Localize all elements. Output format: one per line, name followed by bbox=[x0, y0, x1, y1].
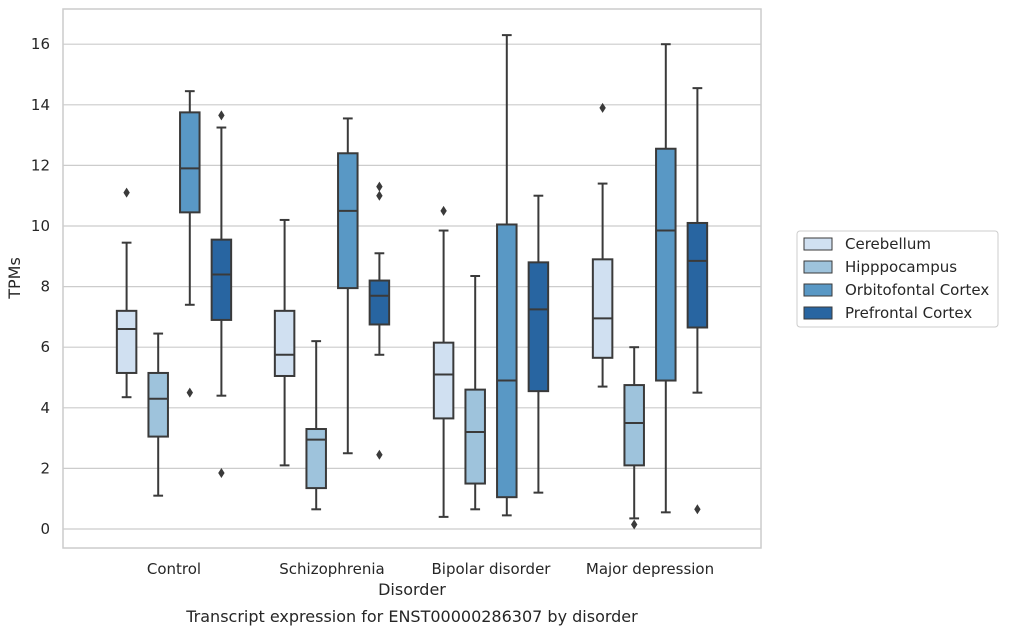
box-prefrontal-cortex bbox=[686, 87, 709, 515]
gridlines bbox=[63, 43, 761, 530]
box-orbitofontal-cortex bbox=[337, 117, 359, 455]
box-cerebellum bbox=[273, 218, 296, 467]
outlier-point bbox=[376, 181, 383, 192]
y-tick-label: 2 bbox=[40, 459, 50, 477]
chart-title: Transcript expression for ENST0000028630… bbox=[185, 607, 638, 626]
y-tick-label: 12 bbox=[31, 156, 50, 174]
box-iqr bbox=[432, 341, 455, 420]
legend-swatch bbox=[803, 260, 833, 274]
outlier-point bbox=[123, 187, 130, 198]
box-iqr bbox=[496, 223, 518, 499]
box-orbitofontal-cortex bbox=[655, 43, 677, 514]
box-cerebellum bbox=[115, 187, 138, 399]
x-tick-label: Major depression bbox=[586, 560, 714, 578]
y-tick-label: 10 bbox=[31, 217, 50, 235]
outlier-point bbox=[218, 467, 225, 478]
box-cerebellum bbox=[432, 205, 455, 518]
outlier-point bbox=[376, 190, 383, 201]
outlier-point bbox=[694, 504, 701, 515]
legend-swatch bbox=[803, 306, 833, 320]
y-axis-label: TPMs bbox=[5, 257, 24, 300]
outlier-point bbox=[218, 110, 225, 121]
legend-label: Cerebellum bbox=[845, 235, 931, 253]
box-iqr bbox=[686, 221, 709, 329]
y-tick-labels: 0 2 4 6 8 10 12 14 16 bbox=[31, 35, 50, 538]
box-orbitofontal-cortex bbox=[179, 90, 201, 398]
legend-label: Orbitofontal Cortex bbox=[845, 281, 989, 299]
plot-frame bbox=[62, 8, 762, 549]
legend-swatch bbox=[803, 237, 833, 251]
y-tick-label: 6 bbox=[40, 338, 50, 356]
box-iqr bbox=[655, 147, 677, 382]
legend-label: Prefrontal Cortex bbox=[845, 304, 972, 322]
legend-label: Hipppocampus bbox=[845, 258, 957, 276]
box-iqr bbox=[273, 309, 296, 377]
x-axis-label: Disorder bbox=[378, 580, 446, 599]
box-iqr bbox=[337, 152, 359, 290]
box-iqr bbox=[591, 258, 614, 359]
x-tick-label: Control bbox=[147, 560, 201, 578]
box-prefrontal-cortex bbox=[210, 110, 233, 478]
box-prefrontal-cortex bbox=[368, 181, 391, 460]
y-tick-label: 14 bbox=[31, 96, 50, 114]
box-iqr bbox=[623, 384, 645, 467]
y-tick-label: 8 bbox=[40, 278, 50, 296]
x-tick-label: Bipolar disorder bbox=[432, 560, 552, 578]
legend-swatch bbox=[803, 283, 833, 297]
box-hipppocampus bbox=[305, 340, 327, 511]
box-cerebellum bbox=[591, 102, 614, 388]
y-tick-label: 16 bbox=[31, 35, 50, 53]
box-prefrontal-cortex bbox=[527, 194, 550, 494]
y-tick-label: 4 bbox=[40, 399, 50, 417]
box-iqr bbox=[464, 388, 486, 485]
outlier-point bbox=[186, 387, 193, 398]
box-hipppocampus bbox=[147, 332, 169, 497]
box-iqr bbox=[115, 309, 138, 374]
y-tick-label: 0 bbox=[40, 520, 50, 538]
box-iqr bbox=[527, 261, 550, 393]
outlier-point bbox=[440, 205, 447, 216]
legend: Cerebellum Hipppocampus Orbitofontal Corte… bbox=[796, 230, 999, 328]
box-hipppocampus bbox=[623, 346, 645, 530]
box-iqr bbox=[147, 371, 169, 438]
outlier-point bbox=[599, 102, 606, 113]
box-iqr bbox=[179, 111, 201, 214]
box-iqr bbox=[210, 238, 233, 321]
outlier-point bbox=[631, 519, 638, 530]
boxes bbox=[115, 34, 709, 530]
box-iqr bbox=[368, 279, 391, 326]
outlier-point bbox=[376, 449, 383, 460]
x-tick-labels: Control Schizophrenia Bipolar disorder Majo… bbox=[147, 560, 714, 578]
x-tick-label: Schizophrenia bbox=[279, 560, 384, 578]
box-orbitofontal-cortex bbox=[496, 34, 518, 517]
box-hipppocampus bbox=[464, 274, 486, 511]
box-iqr bbox=[305, 428, 327, 490]
legend-frame bbox=[796, 230, 999, 328]
